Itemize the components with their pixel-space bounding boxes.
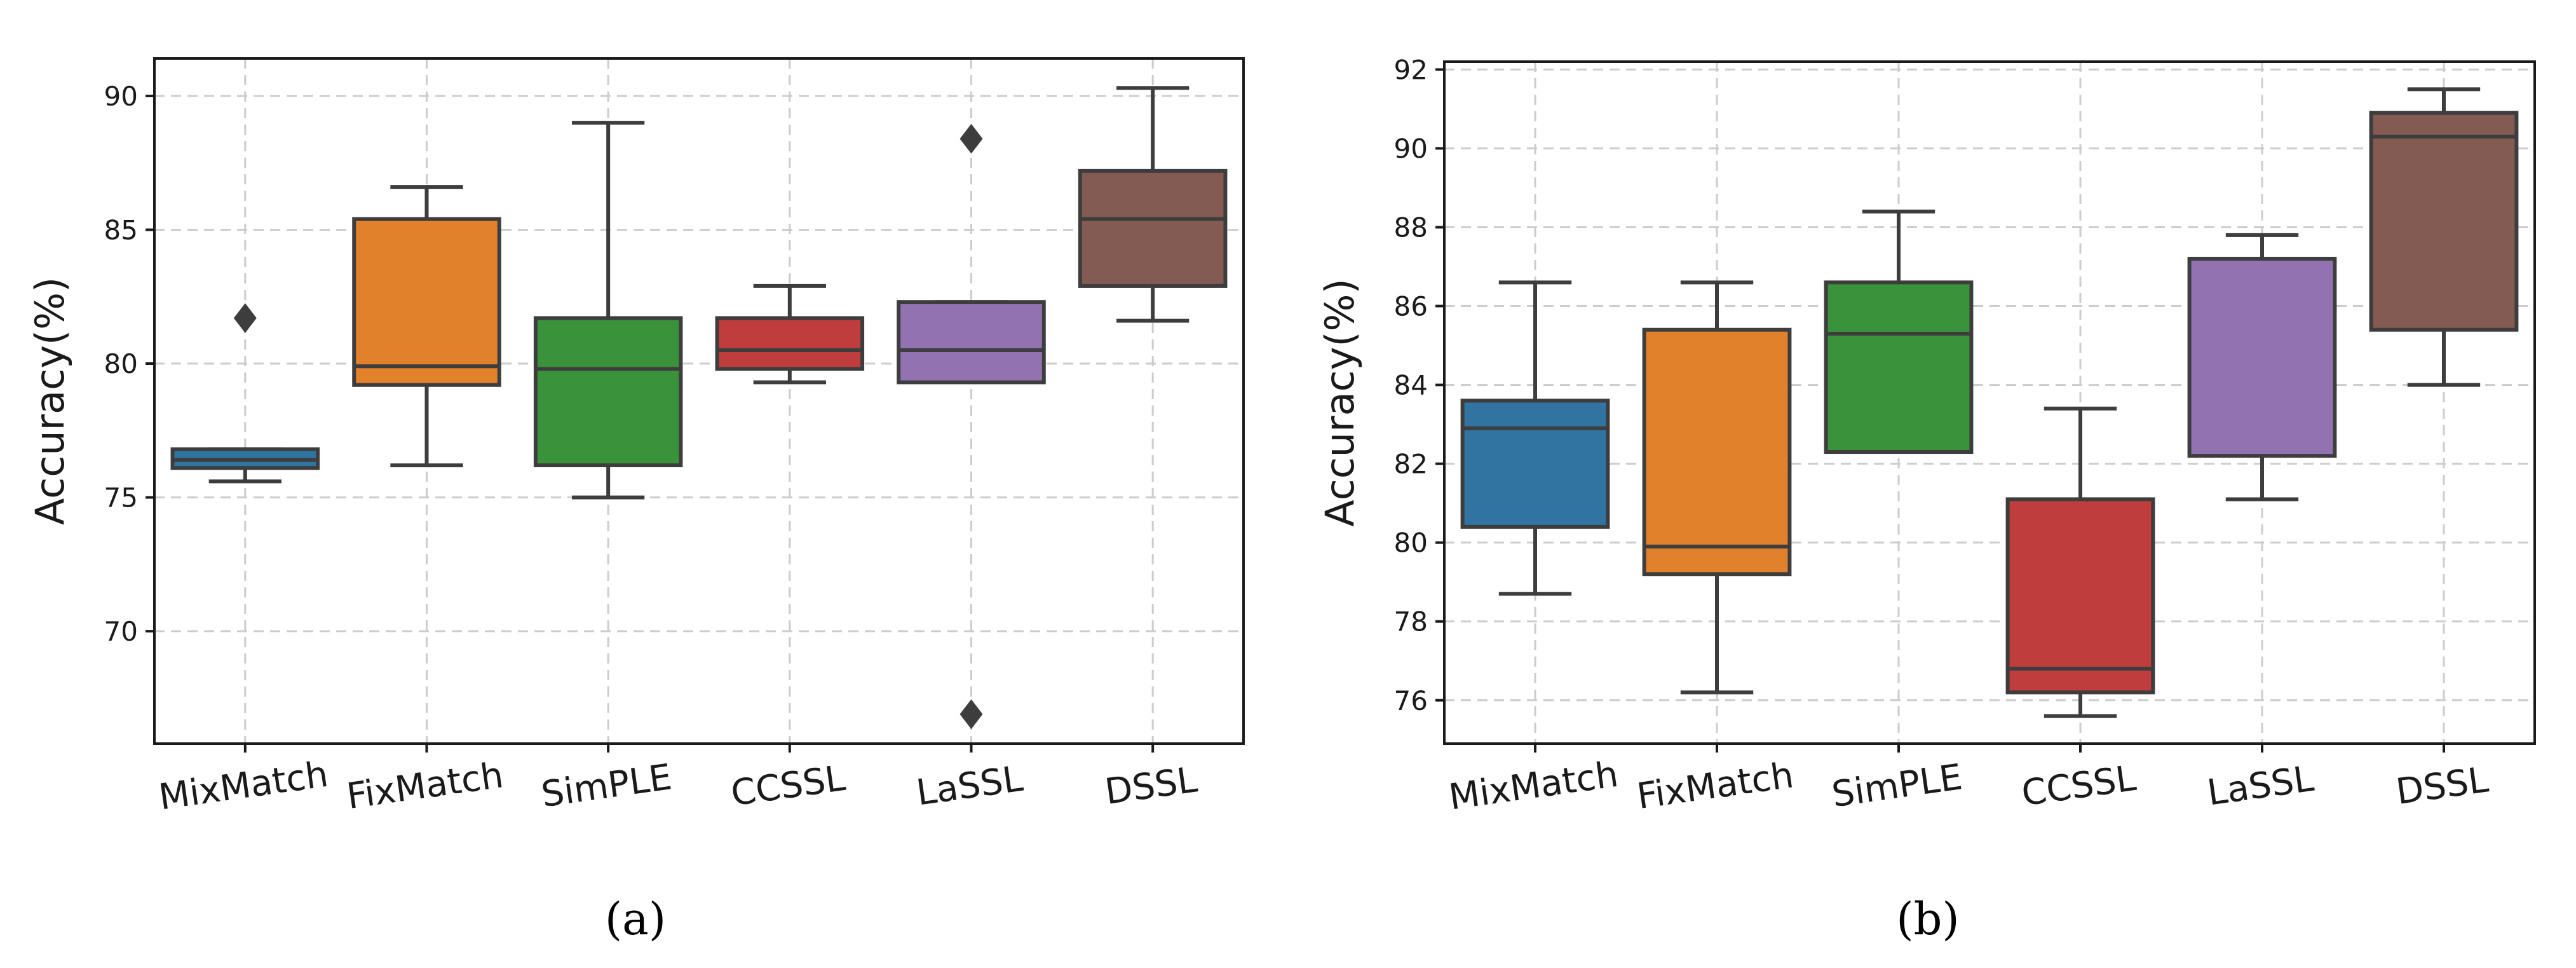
box-iqr <box>2187 257 2337 458</box>
box-iqr <box>715 316 865 371</box>
box-simple <box>1824 209 1974 454</box>
x-tick-label: DSSL <box>2394 759 2491 813</box>
box-iqr <box>897 300 1046 385</box>
x-tick-label: FixMatch <box>344 754 506 817</box>
box-iqr <box>1824 280 1974 454</box>
x-tick-label: LaSSL <box>914 758 1025 814</box>
box-lassl <box>897 123 1046 730</box>
x-tick-label: MixMatch <box>156 754 330 819</box>
y-tick-label: 88 <box>1394 212 1428 243</box>
y-tick-label: 78 <box>1394 606 1428 637</box>
y-tick-label: 90 <box>1394 133 1428 164</box>
panel-caption: (a) <box>605 893 666 945</box>
x-tick-label: SimPLE <box>539 756 674 815</box>
x-tick-label: DSSL <box>1102 759 1200 813</box>
box-fixmatch <box>352 185 501 468</box>
box-dssl <box>2369 87 2519 387</box>
y-tick-label: 82 <box>1394 449 1428 480</box>
panel-b: 76 78 80 82 84 86 88 90 92 MixMatch FixMatch SimPLE… <box>1317 54 2536 945</box>
box-iqr <box>352 217 501 387</box>
box-ccssl <box>2005 406 2155 718</box>
y-tick-label: 92 <box>1394 54 1428 85</box>
y-tick-label: 80 <box>1394 528 1428 559</box>
box-mixmatch <box>170 303 320 484</box>
outlier-point <box>233 303 257 333</box>
y-axis-title: Accuracy(%) <box>27 277 73 525</box>
x-tick-label: SimPLE <box>1829 756 1965 815</box>
box-simple <box>533 121 683 500</box>
box-iqr <box>2369 111 2519 332</box>
y-tick-label: 80 <box>104 348 138 379</box>
panel-a: 70 75 80 85 90 MixMatch FixMatch SimPLE CCSSL LaS… <box>27 57 1245 945</box>
plot-frame <box>1443 60 2536 745</box>
y-tick-label: 70 <box>104 616 138 647</box>
box-ccssl <box>715 283 865 385</box>
x-tick-label: MixMatch <box>1446 754 1620 819</box>
box-iqr <box>533 316 683 468</box>
x-tick-label: LaSSL <box>2205 758 2316 814</box>
x-tick-label: FixMatch <box>1634 754 1796 817</box>
panel-caption: (b) <box>1896 893 1959 945</box>
box-dssl <box>1078 86 1228 323</box>
y-tick-label: 85 <box>104 215 138 246</box>
y-tick-label: 75 <box>104 482 138 514</box>
box-fixmatch <box>1642 280 1792 695</box>
plot-frame <box>153 57 1245 745</box>
y-tick-label: 76 <box>1394 685 1428 716</box>
outlier-point <box>959 699 983 730</box>
box-iqr <box>2005 497 2155 695</box>
box-iqr <box>1460 399 1610 529</box>
x-tick-label: CCSSL <box>2019 758 2139 814</box>
box-mixmatch <box>1460 280 1610 596</box>
box-iqr <box>1078 168 1228 288</box>
box-iqr <box>1642 327 1792 576</box>
y-axis-title: Accuracy(%) <box>1317 278 1363 526</box>
x-tick-label: CCSSL <box>728 758 848 814</box>
y-tick-label: 84 <box>1394 370 1428 401</box>
box-lassl <box>2187 233 2337 501</box>
y-tick-label: 86 <box>1394 291 1428 322</box>
y-tick-label: 90 <box>104 81 138 112</box>
outlier-point <box>959 123 983 154</box>
